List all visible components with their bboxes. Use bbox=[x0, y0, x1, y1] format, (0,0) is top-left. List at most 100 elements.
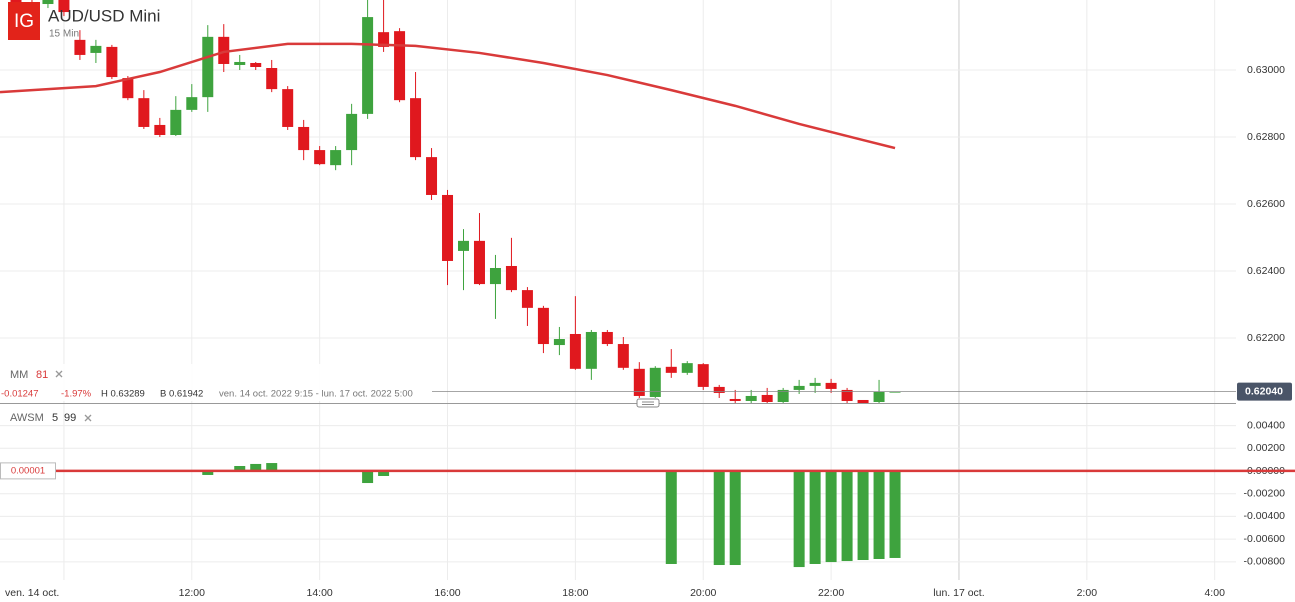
awsm-legend[interactable]: AWSM bbox=[10, 412, 44, 424]
x-tick-label: 4:00 bbox=[1204, 587, 1225, 599]
y-tick-label: 0.63000 bbox=[1247, 64, 1285, 76]
candle-body bbox=[521, 290, 533, 308]
grid bbox=[0, 0, 1236, 580]
candle-body bbox=[761, 394, 773, 402]
bar bbox=[729, 470, 741, 566]
candle-body bbox=[330, 150, 342, 166]
candle-body bbox=[426, 157, 438, 195]
pane-resize-handle[interactable] bbox=[636, 398, 660, 408]
candle-body bbox=[841, 389, 853, 401]
close-icon[interactable] bbox=[84, 414, 92, 422]
candle-body bbox=[809, 382, 821, 386]
candle-body bbox=[122, 78, 134, 99]
candle-body bbox=[458, 240, 469, 251]
candle-body bbox=[873, 391, 885, 402]
stat-range: ven. 14 oct. 2022 9:15 - lun. 17 oct. 20… bbox=[219, 389, 413, 400]
candle-body bbox=[42, 0, 54, 5]
candle-body bbox=[489, 267, 501, 285]
stat-change: -0.01247 bbox=[1, 389, 39, 400]
bar bbox=[825, 470, 837, 563]
candle-body bbox=[777, 389, 789, 402]
candle-body bbox=[266, 68, 278, 90]
x-tick-label: 22:00 bbox=[818, 587, 844, 599]
candle-body bbox=[282, 89, 294, 127]
candle-body bbox=[649, 367, 661, 397]
candle-body bbox=[74, 39, 86, 55]
candle-body bbox=[442, 194, 454, 261]
candle-body bbox=[681, 363, 693, 373]
y-tick-label: -0.00200 bbox=[1244, 487, 1286, 499]
candle-body bbox=[505, 265, 517, 291]
candle-body bbox=[569, 333, 581, 369]
awsm-slow: 99 bbox=[64, 412, 76, 424]
candle-body bbox=[793, 385, 805, 390]
zero-label: 0.00001 bbox=[11, 465, 45, 476]
bar bbox=[857, 470, 869, 561]
logo-box bbox=[8, 2, 40, 40]
x-tick-label: 20:00 bbox=[690, 587, 716, 599]
interval: 15 Min bbox=[49, 29, 79, 40]
ma-legend[interactable]: MM bbox=[10, 369, 28, 381]
legend-bg bbox=[0, 364, 432, 401]
candle-body bbox=[633, 368, 645, 396]
price-pane bbox=[0, 0, 901, 403]
bar bbox=[250, 463, 262, 471]
x-tick-label: 16:00 bbox=[434, 587, 460, 599]
y-tick-label: 0.00200 bbox=[1247, 442, 1285, 454]
moving-average bbox=[0, 42, 896, 150]
y-tick-label: -0.00400 bbox=[1244, 510, 1286, 522]
y-tick-label: -0.00800 bbox=[1244, 556, 1286, 568]
candle-body bbox=[410, 98, 422, 158]
candle-body bbox=[202, 36, 214, 98]
candle-body bbox=[106, 46, 118, 78]
candle-body bbox=[394, 31, 406, 101]
candle-body bbox=[378, 32, 390, 47]
ma-period: 81 bbox=[36, 369, 48, 381]
bar bbox=[202, 470, 214, 475]
last-price-label: 0.62040 bbox=[1245, 385, 1283, 397]
x-start-bg bbox=[0, 584, 70, 602]
bar bbox=[841, 470, 853, 562]
y-tick-label: -0.00600 bbox=[1244, 533, 1286, 545]
candle-body bbox=[745, 395, 757, 401]
candle-body bbox=[138, 98, 150, 127]
candle-body bbox=[601, 331, 613, 345]
x-tick-label: lun. 17 oct. bbox=[933, 587, 984, 599]
stat-low: B 0.61942 bbox=[160, 389, 203, 400]
candle-body bbox=[58, 0, 70, 13]
x-tick-label: 2:00 bbox=[1077, 587, 1098, 599]
title: AUD/USD Mini bbox=[48, 6, 160, 25]
candle-body bbox=[713, 386, 725, 393]
candle-body bbox=[218, 36, 230, 64]
stat-change-pct: -1.97% bbox=[61, 389, 92, 400]
x-tick-label: 12:00 bbox=[179, 587, 205, 599]
bar bbox=[713, 470, 725, 566]
y-tick-label: 0.62200 bbox=[1247, 332, 1285, 344]
candle-body bbox=[825, 382, 837, 389]
bar bbox=[234, 465, 246, 471]
candle-body bbox=[90, 45, 102, 53]
x-tick-label: 14:00 bbox=[307, 587, 333, 599]
last-price-box bbox=[1237, 382, 1292, 401]
y-tick-label: 0.62400 bbox=[1247, 265, 1285, 277]
y-tick-label: 0.00400 bbox=[1247, 419, 1285, 431]
close-icon[interactable] bbox=[55, 370, 63, 378]
candle-body bbox=[170, 109, 182, 136]
bar bbox=[889, 470, 901, 558]
zero-label-box bbox=[0, 462, 56, 480]
indicator-pane bbox=[202, 463, 901, 568]
bar bbox=[266, 463, 278, 471]
candle-body bbox=[314, 150, 326, 165]
x-tick-label: 18:00 bbox=[562, 587, 588, 599]
candle-body bbox=[553, 339, 565, 346]
logo: IG bbox=[14, 11, 34, 32]
candle-body bbox=[362, 17, 374, 114]
bar bbox=[873, 470, 885, 559]
candle-body bbox=[346, 113, 358, 151]
candle-body bbox=[729, 398, 741, 401]
candle-body bbox=[186, 97, 198, 110]
x-start-label: ven. 14 oct. bbox=[5, 587, 59, 599]
candle-body bbox=[857, 399, 869, 403]
